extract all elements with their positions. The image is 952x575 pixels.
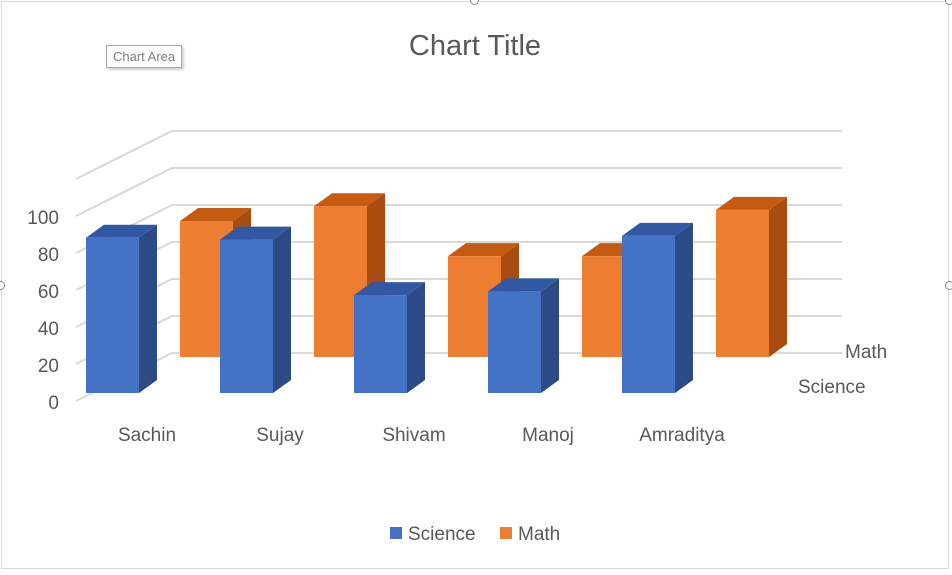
legend-swatch: [390, 527, 402, 539]
bar-science-amraditya[interactable]: [622, 222, 693, 393]
legend-label: Math: [518, 524, 560, 545]
chart-title[interactable]: Chart Title: [409, 30, 541, 62]
y-tick-label: 100: [27, 208, 59, 229]
x-category-label: Sachin: [118, 425, 176, 446]
gridline: [75, 130, 842, 180]
bar-math-amraditya[interactable]: [716, 196, 787, 357]
depth-axis-labels: Math Science: [798, 342, 887, 398]
legend-label: Science: [408, 524, 476, 545]
resize-handle-left[interactable]: [0, 281, 5, 290]
bars: [86, 193, 787, 393]
legend[interactable]: Science Math: [390, 524, 560, 545]
chart-area-tooltip: Chart Area: [106, 45, 183, 68]
x-category-label: Sujay: [256, 425, 304, 446]
gridline: [75, 352, 842, 402]
resize-handle-top[interactable]: [470, 0, 479, 5]
depth-label-science: Science: [798, 377, 866, 398]
x-axis-categories: Sachin Sujay Shivam Manoj Amraditya: [118, 425, 725, 446]
gridline: [75, 167, 842, 217]
y-tick-label: 80: [38, 245, 59, 266]
y-axis-ticks: 0 20 40 60 80 100: [27, 208, 59, 414]
y-tick-label: 20: [38, 356, 59, 377]
resize-handle-right[interactable]: [945, 281, 952, 290]
bar-science-sujay[interactable]: [220, 226, 291, 393]
x-category-label: Amraditya: [639, 425, 725, 446]
y-tick-label: 40: [38, 319, 59, 340]
x-category-label: Manoj: [522, 425, 574, 446]
y-tick-label: 60: [38, 282, 59, 303]
depth-label-math: Math: [845, 342, 887, 363]
resize-handle-top-right[interactable]: [945, 0, 952, 5]
legend-item-science[interactable]: Science: [390, 524, 476, 545]
y-tick-label: 0: [48, 393, 59, 414]
legend-item-math[interactable]: Math: [500, 524, 560, 545]
bar-science-sachin[interactable]: [86, 224, 157, 393]
bar-science-shivam[interactable]: [354, 282, 425, 393]
x-category-label: Shivam: [382, 425, 445, 446]
legend-swatch: [500, 527, 512, 539]
bar-science-manoj[interactable]: [488, 278, 559, 393]
